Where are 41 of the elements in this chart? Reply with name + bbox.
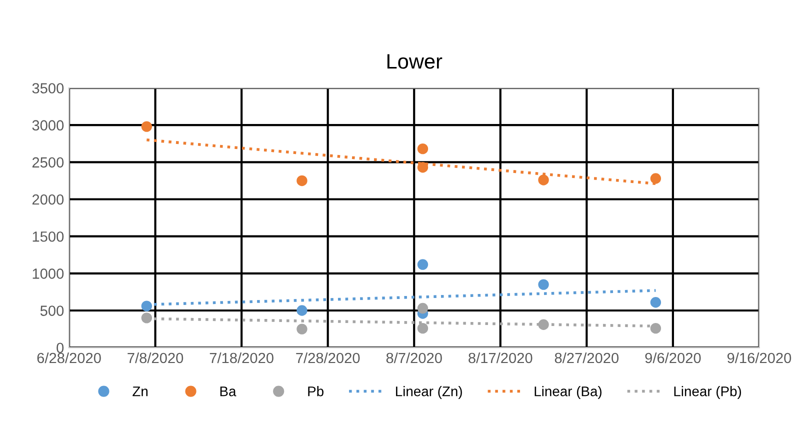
- point: [141, 300, 152, 312]
- x-tick-label: 7/8/2020: [128, 352, 184, 364]
- x-tick-label: 9/16/2020: [727, 352, 792, 364]
- x-tick-label: 6/28/2020: [37, 352, 101, 364]
- legend-label: Linear (Zn): [396, 386, 462, 399]
- point: [141, 312, 152, 324]
- y-tick-label: 2500: [32, 157, 64, 168]
- chart-title: Lower: [387, 54, 442, 69]
- point: [296, 305, 308, 316]
- x-tick-label: 7/28/2020: [296, 352, 360, 364]
- point: [538, 319, 549, 330]
- x-tick-label: 8/27/2020: [554, 352, 619, 364]
- point: [417, 162, 428, 173]
- point: [650, 297, 662, 308]
- x-tick-label: 7/18/2020: [210, 352, 274, 364]
- y-tick-label: 2000: [32, 194, 64, 205]
- point: [296, 175, 308, 186]
- y-tick-label: 1500: [32, 231, 64, 242]
- point: [538, 279, 549, 290]
- x-tick-label: 8/7/2020: [386, 352, 442, 364]
- y-tick-label: 500: [40, 306, 64, 316]
- point: [417, 143, 428, 154]
- y-tick-label: 3000: [32, 120, 64, 131]
- point: [141, 121, 152, 132]
- point: [650, 173, 662, 184]
- point: [538, 174, 549, 186]
- x-tick-label: 8/17/2020: [468, 352, 532, 364]
- y-tick-label: 0: [56, 342, 64, 354]
- point: [650, 322, 662, 334]
- point: [417, 259, 428, 270]
- legend-label: Zn: [132, 386, 148, 396]
- legend-label: Linear (Ba): [534, 386, 602, 399]
- point: [296, 324, 308, 334]
- point: [417, 302, 428, 314]
- legend-label: Pb: [308, 386, 324, 396]
- point: [417, 322, 428, 334]
- legend-label: Linear (Pb): [674, 386, 742, 399]
- y-tick-label: 3500: [32, 83, 64, 94]
- legend-label: Ba: [220, 386, 236, 396]
- y-tick-label: 1000: [32, 268, 64, 279]
- x-tick-label: 9/6/2020: [645, 352, 701, 364]
